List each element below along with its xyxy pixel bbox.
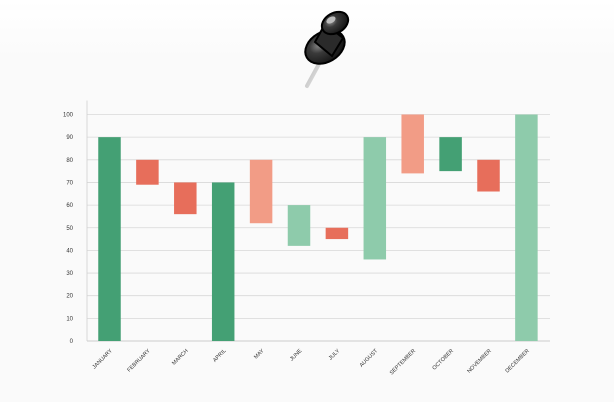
- y-tick-label: 90: [66, 135, 73, 141]
- y-tick-label: 100: [63, 113, 74, 119]
- bar-july: [325, 227, 349, 240]
- bars: [98, 114, 538, 341]
- y-tick-label: 50: [66, 226, 73, 232]
- x-tick-label-march: MARCH: [171, 348, 190, 367]
- pushpin-icon: [304, 10, 350, 88]
- y-gridlines: [86, 100, 550, 342]
- bar-april: [211, 182, 235, 341]
- bar-january: [98, 137, 121, 341]
- y-tick-label: 10: [66, 316, 73, 322]
- y-tick-labels: 0 10 20 30 40 50 60 70 80 90 100: [63, 113, 74, 346]
- bar-september: [401, 114, 424, 174]
- y-tick-label: 0: [70, 339, 74, 345]
- x-tick-label-april: APRIL: [212, 348, 227, 363]
- bar-june: [287, 205, 311, 246]
- bar-october: [439, 137, 462, 172]
- x-tick-labels: JANUARY FEBRUARY MARCH APRIL MAY JUNE JULY AUGU…: [92, 348, 531, 377]
- x-tick-label-may: MAY: [253, 348, 266, 361]
- y-tick-label: 30: [66, 271, 73, 277]
- y-tick-label: 20: [66, 294, 73, 300]
- x-tick-label-july: JULY: [328, 348, 342, 362]
- bar-february: [136, 159, 159, 185]
- y-tick-label: 40: [66, 248, 73, 254]
- bar-august: [363, 137, 387, 260]
- x-tick-label-january: JANUARY: [92, 348, 115, 371]
- x-tick-label-september: SEPTEMBER: [389, 348, 417, 376]
- x-tick-label-december: DECEMBER: [505, 348, 531, 374]
- bar-march: [174, 182, 197, 215]
- bar-may: [249, 159, 273, 224]
- x-tick-label-june: JUNE: [289, 348, 304, 363]
- x-tick-label-november: NOVEMBER: [466, 348, 493, 375]
- y-tick-label: 80: [66, 158, 73, 164]
- bar-december: [515, 114, 538, 341]
- x-tick-label-august: AUGUST: [359, 348, 380, 369]
- y-tick-label: 60: [66, 203, 73, 209]
- x-tick-label-october: OCTOBER: [432, 348, 455, 371]
- y-tick-label: 70: [66, 180, 73, 186]
- bar-november: [477, 159, 500, 192]
- x-tick-label-february: FEBRUARY: [126, 348, 152, 374]
